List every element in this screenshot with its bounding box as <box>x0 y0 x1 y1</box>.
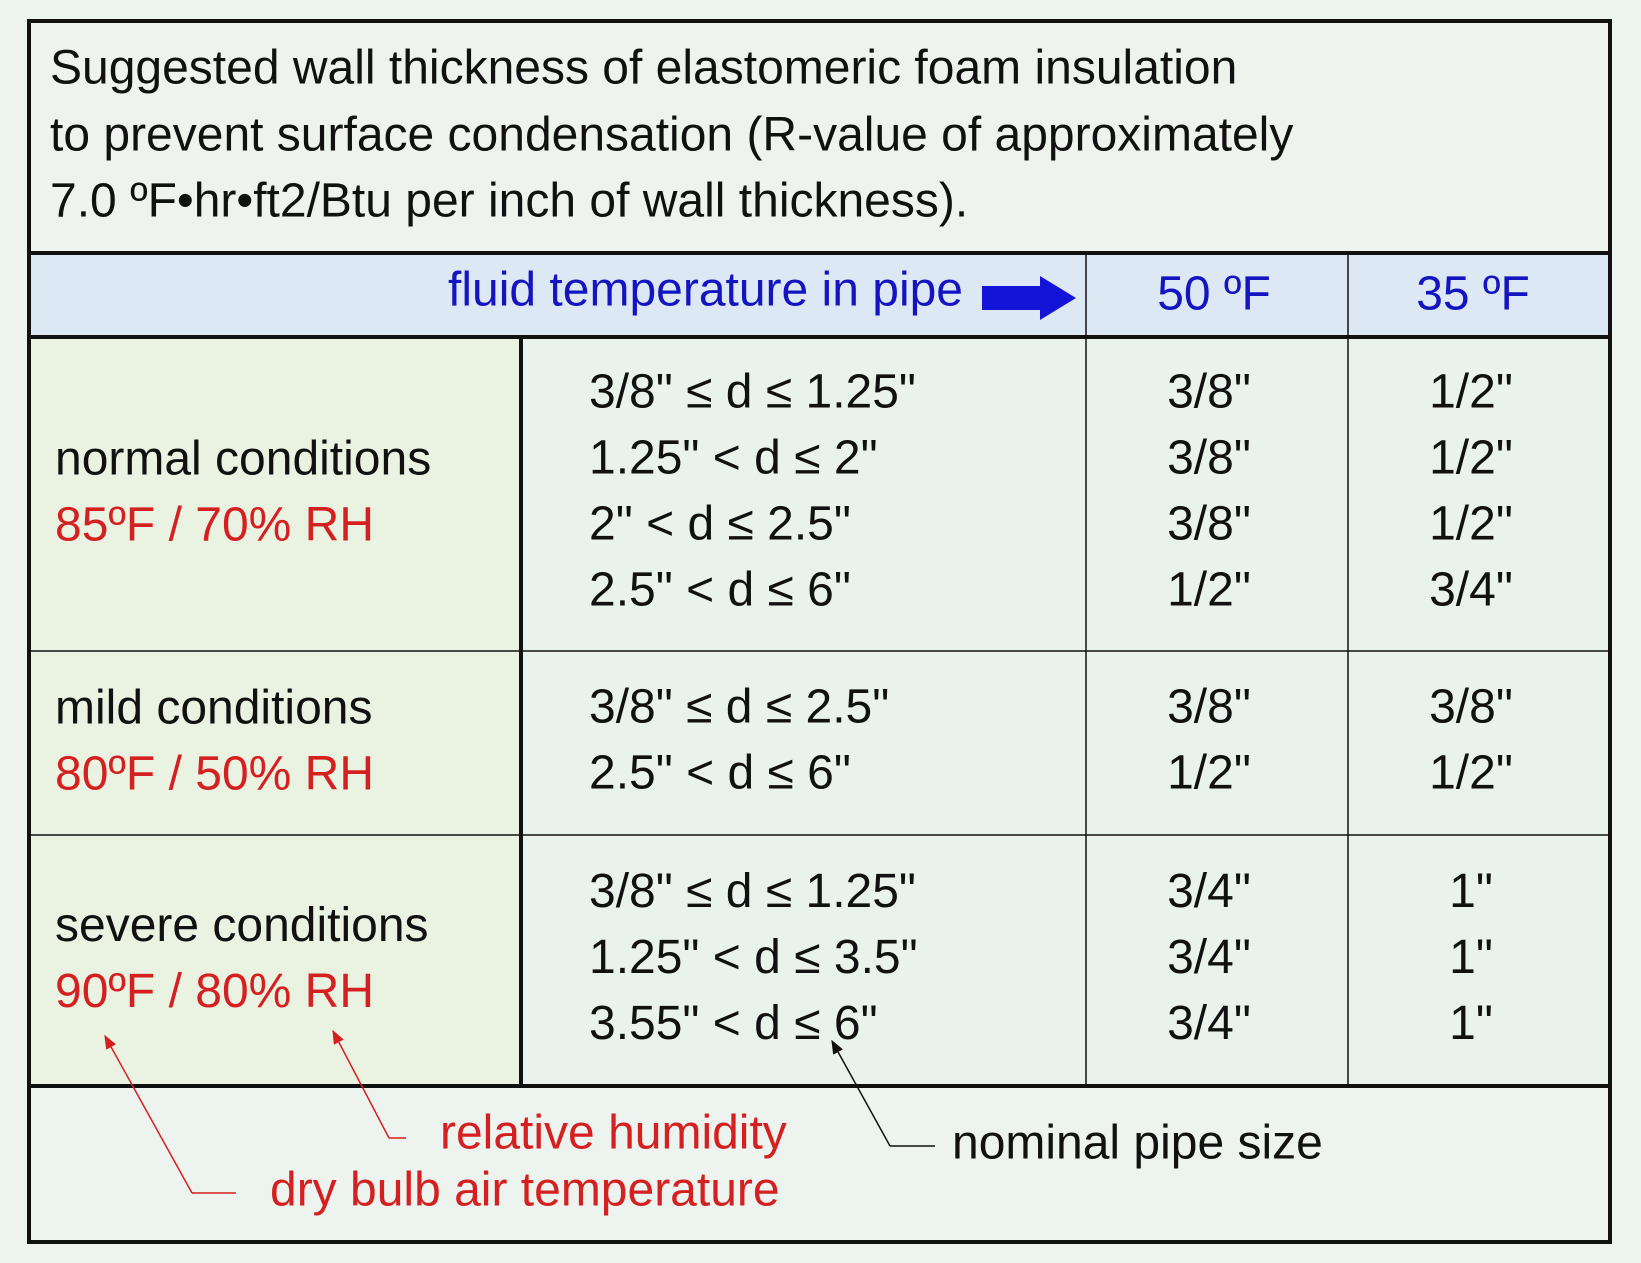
leader <box>104 1034 193 1194</box>
thickness: 3/8" <box>1429 681 1513 734</box>
thickness: 1/2" <box>1167 564 1251 617</box>
leader <box>831 1039 891 1147</box>
condition-column <box>29 337 521 1086</box>
pipe-size: 3/8" ≤ d ≤ 1.25" <box>589 865 916 918</box>
pipe-size: 3/8" ≤ d ≤ 2.5" <box>589 681 889 734</box>
condition-name: normal conditions <box>55 433 431 486</box>
thickness: 1/2" <box>1429 498 1513 551</box>
thickness: 3/8" <box>1167 366 1251 419</box>
grid <box>27 19 1612 1244</box>
condition-name: mild conditions <box>55 682 372 735</box>
arrow <box>982 276 1076 320</box>
pipe-size: 1.25" < d ≤ 3.5" <box>589 931 918 984</box>
thickness: 1/2" <box>1429 432 1513 485</box>
outer-border <box>27 19 1612 1244</box>
title-line: 7.0 ºF•hr•ft2/Btu per inch of wall thick… <box>50 175 968 228</box>
thickness: 3/8" <box>1167 681 1251 734</box>
column-header: 50 ºF <box>1157 268 1271 321</box>
condition-values: 85ºF / 70% RH <box>55 499 374 552</box>
leaders <box>104 1029 935 1194</box>
pipe-size: 1.25" < d ≤ 2" <box>589 432 878 485</box>
pipe-size: 3.55" < d ≤ 6" <box>589 997 878 1050</box>
header-label: fluid temperature in pipe <box>448 264 963 317</box>
leader <box>332 1029 390 1139</box>
thickness: 3/8" <box>1167 498 1251 551</box>
thickness: 1/2" <box>1429 747 1513 800</box>
thickness: 3/4" <box>1167 865 1251 918</box>
thickness: 1/2" <box>1429 366 1513 419</box>
thickness: 1" <box>1449 997 1493 1050</box>
condition-values: 90ºF / 80% RH <box>55 965 374 1018</box>
thickness: 3/4" <box>1429 564 1513 617</box>
thickness: 3/4" <box>1167 997 1251 1050</box>
pipe-size: 3/8" ≤ d ≤ 1.25" <box>589 366 916 419</box>
pipe-size: 2.5" < d ≤ 6" <box>589 564 851 617</box>
annotation: relative humidity <box>440 1107 787 1160</box>
annotation: dry bulb air temperature <box>270 1164 780 1217</box>
thickness: 3/4" <box>1167 931 1251 984</box>
header-row <box>29 253 1610 337</box>
condition-values: 80ºF / 50% RH <box>55 748 374 801</box>
annotation: nominal pipe size <box>952 1117 1323 1170</box>
thickness: 1/2" <box>1167 747 1251 800</box>
pipe-size: 2" < d ≤ 2.5" <box>589 498 851 551</box>
column-header: 35 ºF <box>1416 268 1530 321</box>
title-box <box>29 21 1610 253</box>
thickness: 1" <box>1449 865 1493 918</box>
pipe-size: 2.5" < d ≤ 6" <box>589 747 851 800</box>
title-line: to prevent surface condensation (R-value… <box>50 109 1293 162</box>
data-area <box>521 337 1610 1086</box>
condition-name: severe conditions <box>55 899 429 952</box>
thickness: 3/8" <box>1167 432 1251 485</box>
thickness: 1" <box>1449 931 1493 984</box>
title-line: Suggested wall thickness of elastomeric … <box>50 42 1237 95</box>
